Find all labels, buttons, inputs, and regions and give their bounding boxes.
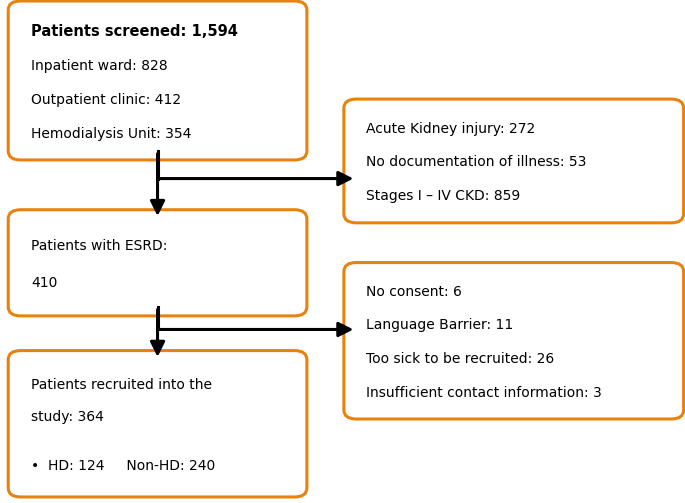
Text: Too sick to be recruited: 26: Too sick to be recruited: 26 [366, 352, 555, 366]
Text: Stages I – IV CKD: 859: Stages I – IV CKD: 859 [366, 190, 521, 203]
Text: •  HD: 124     Non-HD: 240: • HD: 124 Non-HD: 240 [31, 459, 215, 473]
Text: Insufficient contact information: 3: Insufficient contact information: 3 [366, 386, 602, 400]
Text: No documentation of illness: 53: No documentation of illness: 53 [366, 155, 587, 170]
FancyBboxPatch shape [8, 1, 307, 160]
Text: Language Barrier: 11: Language Barrier: 11 [366, 318, 514, 332]
Text: study: 364: study: 364 [31, 410, 103, 424]
FancyBboxPatch shape [344, 263, 684, 419]
Text: Inpatient ward: 828: Inpatient ward: 828 [31, 58, 167, 72]
Text: Outpatient clinic: 412: Outpatient clinic: 412 [31, 93, 181, 107]
Text: Hemodialysis Unit: 354: Hemodialysis Unit: 354 [31, 127, 191, 140]
FancyBboxPatch shape [8, 351, 307, 497]
FancyBboxPatch shape [8, 210, 307, 316]
Text: 410: 410 [31, 276, 58, 290]
Text: Patients with ESRD:: Patients with ESRD: [31, 239, 167, 253]
Text: Patients screened: 1,594: Patients screened: 1,594 [31, 24, 238, 39]
Text: Patients recruited into the: Patients recruited into the [31, 378, 212, 392]
Text: Acute Kidney injury: 272: Acute Kidney injury: 272 [366, 122, 536, 135]
FancyBboxPatch shape [344, 99, 684, 223]
Text: No consent: 6: No consent: 6 [366, 285, 462, 299]
